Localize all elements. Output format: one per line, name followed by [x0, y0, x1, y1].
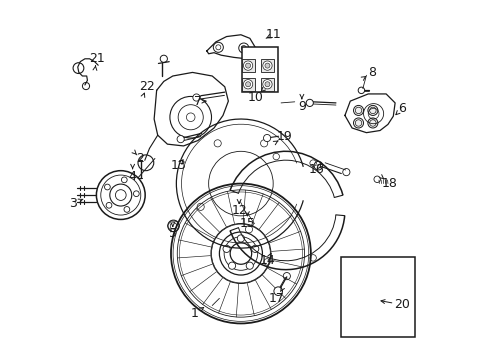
Circle shape	[243, 80, 252, 89]
Circle shape	[353, 105, 363, 116]
Text: 17: 17	[268, 292, 284, 305]
Text: 2: 2	[136, 152, 144, 165]
Text: 12: 12	[231, 204, 246, 217]
Text: 22: 22	[139, 80, 155, 93]
Circle shape	[228, 262, 235, 269]
Bar	[241, 47, 278, 92]
Circle shape	[367, 105, 377, 116]
Circle shape	[104, 184, 110, 190]
Circle shape	[264, 82, 269, 87]
Bar	[261, 78, 273, 91]
Circle shape	[245, 63, 250, 68]
Text: 14: 14	[260, 254, 275, 267]
Circle shape	[223, 245, 230, 252]
Circle shape	[245, 262, 253, 269]
Circle shape	[273, 287, 282, 296]
Circle shape	[133, 191, 139, 197]
Text: 15: 15	[239, 216, 255, 230]
Text: 21: 21	[89, 51, 104, 64]
Circle shape	[177, 135, 184, 143]
Text: 18: 18	[381, 177, 397, 190]
Circle shape	[353, 118, 363, 128]
Circle shape	[237, 235, 244, 242]
Circle shape	[357, 87, 364, 94]
Circle shape	[238, 43, 248, 53]
Text: 8: 8	[367, 66, 375, 79]
Circle shape	[245, 82, 250, 87]
Text: 6: 6	[398, 102, 406, 115]
Circle shape	[262, 80, 271, 89]
Circle shape	[243, 61, 252, 70]
Text: 4: 4	[128, 170, 136, 183]
Circle shape	[124, 207, 129, 212]
Text: 20: 20	[393, 298, 409, 311]
Text: 7: 7	[193, 95, 202, 108]
Circle shape	[192, 94, 200, 101]
Circle shape	[121, 177, 127, 183]
Text: 16: 16	[308, 163, 324, 176]
Circle shape	[263, 134, 270, 141]
Bar	[241, 59, 254, 72]
Text: 5: 5	[168, 227, 177, 240]
Text: 19: 19	[276, 130, 292, 144]
Text: 3: 3	[69, 197, 77, 210]
Circle shape	[264, 63, 269, 68]
Circle shape	[106, 202, 112, 208]
Text: 11: 11	[265, 28, 281, 41]
Circle shape	[305, 99, 313, 107]
Bar	[340, 257, 414, 337]
Circle shape	[262, 61, 271, 70]
Bar	[261, 59, 273, 72]
Text: 13: 13	[170, 159, 185, 172]
Text: 10: 10	[247, 91, 263, 104]
Circle shape	[251, 245, 258, 252]
Circle shape	[213, 42, 223, 52]
Text: 1: 1	[190, 307, 198, 320]
Circle shape	[367, 118, 377, 128]
Bar	[241, 78, 254, 91]
Text: 9: 9	[297, 100, 305, 113]
